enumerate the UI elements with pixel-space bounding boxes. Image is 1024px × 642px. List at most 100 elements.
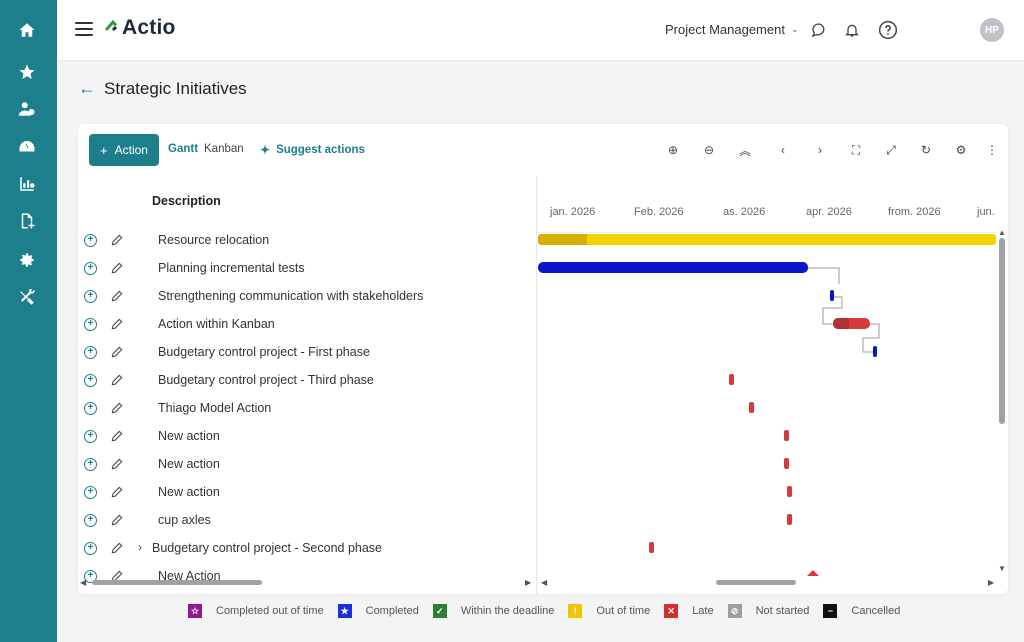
edit-pencil-icon[interactable] xyxy=(110,345,124,359)
gantt-bar[interactable] xyxy=(787,486,792,497)
milestone-marker[interactable] xyxy=(807,570,819,576)
add-subaction-icon[interactable]: + xyxy=(84,542,97,555)
add-action-button[interactable]: + Action xyxy=(89,134,159,166)
table-row[interactable]: + New action xyxy=(78,423,536,451)
table-row[interactable]: + New action xyxy=(78,451,536,479)
fit-screen-icon[interactable]: ⛶ xyxy=(851,142,861,157)
scroll-left-icon[interactable]: ‹ xyxy=(781,143,785,157)
expand-chevron-icon[interactable]: › xyxy=(138,540,142,554)
zoom-out-icon[interactable]: ⊖ xyxy=(703,143,715,157)
zoom-in-icon[interactable]: ⊕ xyxy=(667,143,679,157)
scroll-right-icon[interactable]: ▶ xyxy=(525,578,532,587)
menu-icon[interactable] xyxy=(75,22,93,36)
vertical-scrollbar[interactable] xyxy=(999,238,1005,424)
suggest-actions-button[interactable]: ✦ Suggest actions xyxy=(260,143,365,157)
edit-pencil-icon[interactable] xyxy=(110,485,124,499)
gantt-bar[interactable] xyxy=(784,458,789,469)
scroll-down-icon[interactable]: ▼ xyxy=(998,564,1006,573)
gantt-bar[interactable] xyxy=(538,262,808,273)
gantt-bar[interactable] xyxy=(873,346,877,357)
table-row[interactable]: + New Action xyxy=(78,563,536,591)
users-settings-icon[interactable] xyxy=(14,96,40,122)
gantt-bar[interactable] xyxy=(649,542,654,553)
help-icon[interactable] xyxy=(877,19,899,41)
gantt-bar[interactable] xyxy=(538,234,996,245)
table-row[interactable]: + Action within Kanban xyxy=(78,311,536,339)
pane-divider[interactable] xyxy=(536,176,537,594)
gantt-bar[interactable] xyxy=(729,374,734,385)
add-subaction-icon[interactable]: + xyxy=(84,514,97,527)
table-row[interactable]: + Budgetary control project - Third phase xyxy=(78,367,536,395)
document-add-icon[interactable] xyxy=(14,208,40,234)
gantt-bar[interactable] xyxy=(830,290,834,301)
edit-pencil-icon[interactable] xyxy=(110,261,124,275)
row-label: Action within Kanban xyxy=(158,317,275,331)
edit-pencil-icon[interactable] xyxy=(110,457,124,471)
table-row[interactable]: + Thiago Model Action xyxy=(78,395,536,423)
project-selector[interactable]: Project Management ⌄ xyxy=(665,22,799,37)
gantt-bar[interactable] xyxy=(833,318,870,329)
table-row[interactable]: + › Budgetary control project - Second pha… xyxy=(78,535,536,563)
edit-pencil-icon[interactable] xyxy=(110,513,124,527)
scroll-right-icon[interactable]: ▶ xyxy=(988,578,995,587)
dashboard-icon[interactable] xyxy=(14,134,40,160)
gear-icon[interactable] xyxy=(14,247,40,273)
chat-icon[interactable] xyxy=(808,19,830,41)
table-row[interactable]: + Budgetary control project - First phase xyxy=(78,339,536,367)
row-label: New action xyxy=(158,429,220,443)
chart-icon[interactable] xyxy=(14,171,40,197)
add-subaction-icon[interactable]: + xyxy=(84,458,97,471)
bell-icon[interactable] xyxy=(841,19,863,41)
scroll-up-icon[interactable]: ▲ xyxy=(998,228,1006,237)
tools-icon[interactable] xyxy=(14,285,40,311)
add-subaction-icon[interactable]: + xyxy=(84,234,97,247)
back-arrow-icon[interactable]: ← xyxy=(78,78,96,98)
edit-pencil-icon[interactable] xyxy=(110,541,124,555)
gantt-bar[interactable] xyxy=(787,514,792,525)
table-row[interactable]: + Strengthening communication with stakeh… xyxy=(78,283,536,311)
add-subaction-icon[interactable]: + xyxy=(84,346,97,359)
edit-pencil-icon[interactable] xyxy=(110,401,124,415)
expand-icon[interactable]: ⤢ xyxy=(886,142,896,157)
legend-item: ✕ Late xyxy=(664,604,714,618)
legend-item: ! Out of time xyxy=(568,604,650,618)
tab-kanban[interactable]: Kanban xyxy=(204,143,244,155)
add-subaction-icon[interactable]: + xyxy=(84,570,97,583)
star-icon[interactable] xyxy=(14,59,40,85)
add-subaction-icon[interactable]: + xyxy=(84,290,97,303)
table-row[interactable]: + cup axles xyxy=(78,507,536,535)
edit-pencil-icon[interactable] xyxy=(110,373,124,387)
left-horizontal-scrollbar[interactable] xyxy=(92,580,262,585)
table-row[interactable]: + New action xyxy=(78,479,536,507)
add-subaction-icon[interactable]: + xyxy=(84,486,97,499)
app-logo[interactable]: Actio xyxy=(105,16,176,40)
sidebar xyxy=(0,0,57,642)
gantt-bar-progress xyxy=(538,234,587,245)
add-subaction-icon[interactable]: + xyxy=(84,402,97,415)
add-subaction-icon[interactable]: + xyxy=(84,430,97,443)
scroll-right-icon[interactable]: › xyxy=(818,143,822,157)
description-pane: Description + Resource relocation + Plannin… xyxy=(78,176,536,594)
add-subaction-icon[interactable]: + xyxy=(84,262,97,275)
table-row[interactable]: + Resource relocation xyxy=(78,227,536,255)
timeline-horizontal-scrollbar[interactable] xyxy=(716,580,796,585)
table-row[interactable]: + Planning incremental tests xyxy=(78,255,536,283)
edit-pencil-icon[interactable] xyxy=(110,317,124,331)
collapse-up-icon[interactable]: ︽ xyxy=(738,143,751,158)
edit-pencil-icon[interactable] xyxy=(110,289,124,303)
add-subaction-icon[interactable]: + xyxy=(84,318,97,331)
scroll-left-icon[interactable]: ◀ xyxy=(80,578,87,587)
home-icon[interactable] xyxy=(14,17,40,43)
gantt-bar[interactable] xyxy=(749,402,754,413)
more-options-icon[interactable]: ⋮ xyxy=(986,143,998,157)
avatar[interactable]: HP xyxy=(980,18,1004,42)
edit-pencil-icon[interactable] xyxy=(110,429,124,443)
filter-settings-icon[interactable]: ⚙ xyxy=(955,143,967,157)
gantt-bar[interactable] xyxy=(784,430,789,441)
tab-gantt[interactable]: Gantt xyxy=(168,143,199,155)
scroll-left-icon[interactable]: ◀ xyxy=(541,578,548,587)
edit-pencil-icon[interactable] xyxy=(110,233,124,247)
page-title: Strategic Initiatives xyxy=(104,78,247,98)
refresh-icon[interactable]: ↻ xyxy=(920,143,932,157)
add-subaction-icon[interactable]: + xyxy=(84,374,97,387)
